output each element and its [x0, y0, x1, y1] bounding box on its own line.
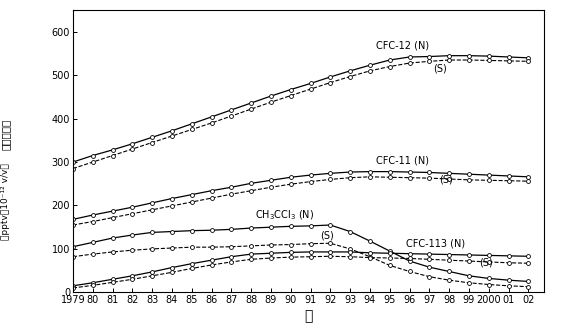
- Text: 大気中濃度: 大気中濃度: [1, 119, 11, 150]
- Text: CFC-12 (N): CFC-12 (N): [376, 41, 429, 51]
- Text: CFC-113 (N): CFC-113 (N): [406, 239, 465, 248]
- Text: (S): (S): [479, 257, 493, 267]
- Text: (S): (S): [433, 63, 447, 73]
- Text: CFC-11 (N): CFC-11 (N): [376, 156, 429, 166]
- Text: CH$_3$CCl$_3$ (N): CH$_3$CCl$_3$ (N): [255, 208, 314, 221]
- Text: （pptv＝10⁻¹² v/v）: （pptv＝10⁻¹² v/v）: [1, 163, 10, 240]
- X-axis label: 年: 年: [305, 309, 312, 323]
- Text: (S): (S): [320, 230, 334, 241]
- Text: (S): (S): [439, 175, 453, 185]
